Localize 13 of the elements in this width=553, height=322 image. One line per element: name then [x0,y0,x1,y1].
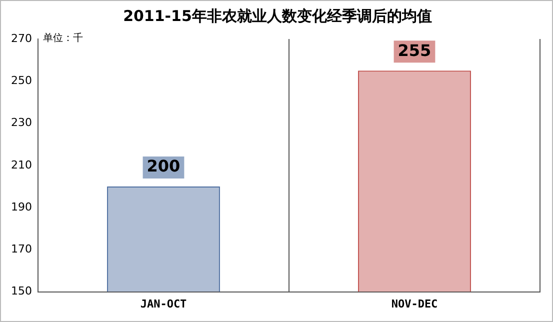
y-tick-label: 190 [10,200,32,214]
y-tick-label: 230 [10,116,32,130]
y-tick-label: 210 [10,158,32,172]
data-label: 255 [398,40,432,60]
y-tick-label: 270 [10,32,32,45]
data-label: 200 [146,156,180,176]
x-tick-label: NOV-DEC [391,297,438,310]
y-tick-label: 150 [10,284,32,298]
x-tick-label: JAN-OCT [140,297,188,310]
y-tick-label: 250 [10,74,32,87]
annotation: 单位：千 [43,32,83,45]
chart-title: 2011-15年非农就业人数变化经季调后的均值 [122,7,433,26]
y-tick-label: 170 [10,242,32,256]
